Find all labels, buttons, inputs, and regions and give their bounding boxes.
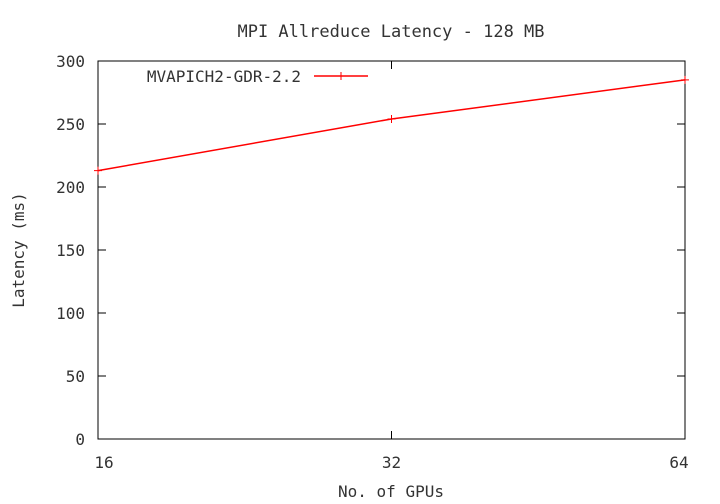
data-point	[681, 75, 689, 84]
y-tick-label: 200	[56, 178, 85, 197]
x-axis-label: No. of GPUs	[338, 482, 444, 501]
data-point	[94, 166, 102, 175]
y-axis-label: Latency (ms)	[9, 192, 28, 308]
y-axis: 0 50 100 150 200 250 300	[56, 52, 685, 449]
y-tick-label: 0	[75, 430, 85, 449]
y-tick-label: 300	[56, 52, 85, 71]
y-tick-label: 250	[56, 115, 85, 134]
y-tick-label: 100	[56, 304, 85, 323]
y-tick-label: 150	[56, 241, 85, 260]
y-tick-label: 50	[66, 367, 85, 386]
legend-label: MVAPICH2-GDR-2.2	[147, 67, 301, 86]
series-layer	[94, 75, 689, 175]
x-axis: 16 32 64	[94, 61, 689, 472]
legend-swatch-marker	[337, 72, 345, 80]
series-line	[97, 79, 686, 172]
x-tick-label: 64	[669, 453, 688, 472]
chart-title: MPI Allreduce Latency - 128 MB	[237, 22, 544, 42]
x-tick-label: 16	[94, 453, 113, 472]
legend: MVAPICH2-GDR-2.2	[147, 67, 368, 86]
data-point	[387, 114, 396, 123]
x-tick-label: 32	[382, 453, 401, 472]
